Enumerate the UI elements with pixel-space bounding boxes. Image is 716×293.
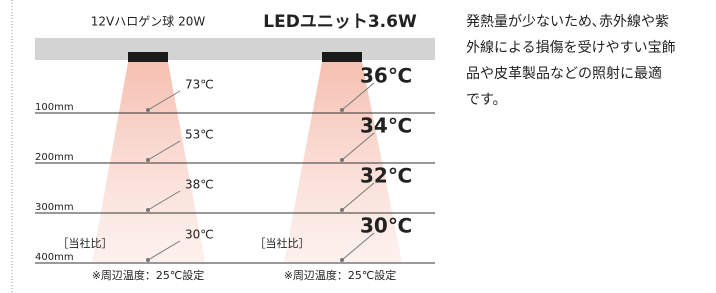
diagram: 12Vハロゲン球 20W LEDユニット3.6W ［当社比］ ［当社比］ ※周辺… — [0, 0, 716, 293]
point — [146, 158, 150, 162]
temperature: 53℃ — [185, 128, 214, 142]
description-line: 発熱量が少ないため､赤外線や紫 — [466, 14, 669, 30]
fixture — [128, 52, 168, 62]
point — [340, 258, 344, 262]
temperature: 73℃ — [185, 78, 214, 92]
temperature: 32℃ — [360, 164, 412, 188]
point — [340, 108, 344, 112]
note: ［当社比］ — [255, 236, 310, 250]
fixture — [322, 52, 362, 62]
temperature: 36℃ — [360, 64, 412, 88]
distance-label: 400mm — [35, 252, 74, 263]
temperature: 38℃ — [185, 178, 214, 192]
distance-label: 100mm — [35, 102, 74, 113]
ambient-note: ※周辺温度：25℃設定 — [92, 268, 205, 282]
description-line: 品や皮革製品などの照射に最適 — [466, 65, 662, 82]
point — [146, 258, 150, 262]
note: ［当社比］ — [58, 236, 113, 250]
point — [340, 158, 344, 162]
point — [146, 108, 150, 112]
description: 発熱量が少ないため､赤外線や紫外線による損傷を受けやすい宝飾品や皮革製品などの照… — [466, 14, 676, 108]
measurements: 100mm 200mm 300mm 400mm 73℃ 53℃ 38℃ 30℃ 36℃ 34℃ 32… — [35, 64, 435, 264]
temperature: 34℃ — [360, 114, 412, 138]
description-line: 外線による損傷を受けやすい宝飾 — [466, 40, 676, 56]
column-title: 12Vハロゲン球 20W — [91, 15, 206, 29]
ceiling — [35, 38, 435, 60]
temperature: 30℃ — [185, 228, 214, 242]
point — [340, 208, 344, 212]
point — [146, 208, 150, 212]
description-line: です。 — [466, 92, 507, 108]
temperature: 30℃ — [360, 214, 412, 238]
ambient-note: ※周辺温度：25℃設定 — [284, 268, 397, 282]
distance-label: 300mm — [35, 202, 74, 213]
column-title: LEDユニット3.6W — [263, 12, 417, 32]
distance-label: 200mm — [35, 152, 74, 163]
